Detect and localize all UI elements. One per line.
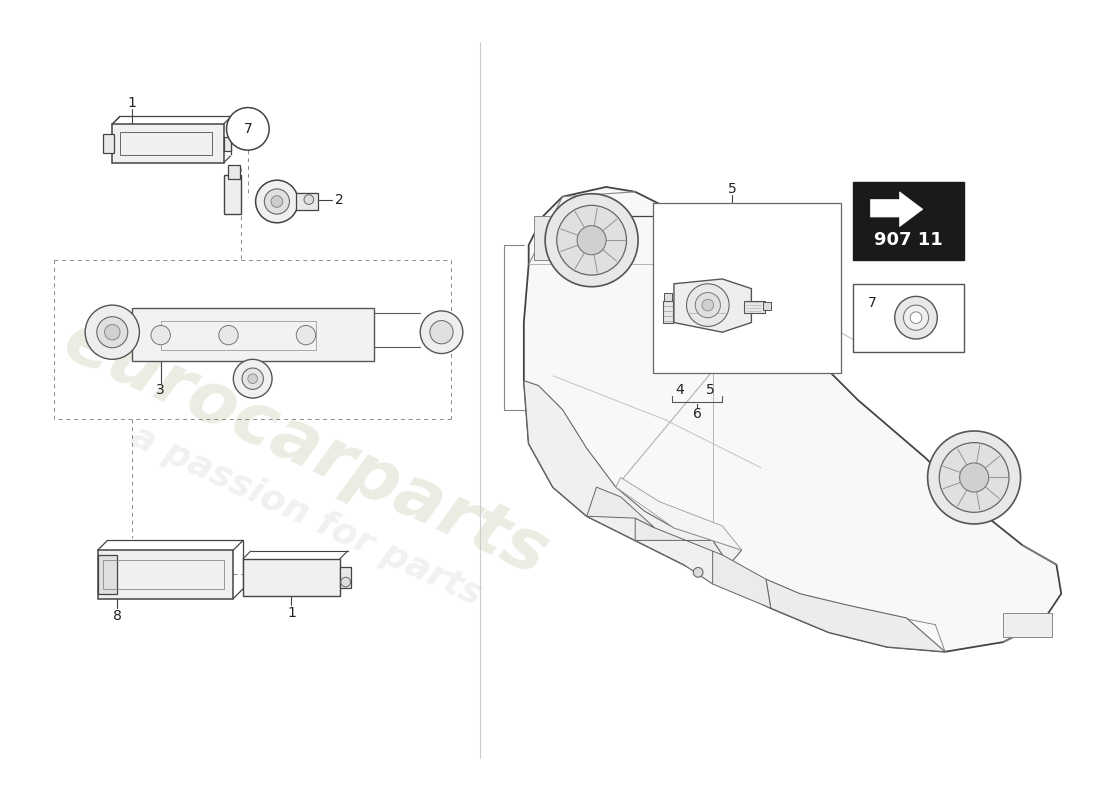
Circle shape [233, 359, 272, 398]
Text: 8: 8 [112, 609, 122, 623]
Circle shape [894, 296, 937, 339]
Polygon shape [674, 279, 751, 332]
Circle shape [85, 305, 140, 359]
Text: 5: 5 [706, 383, 715, 398]
Text: a passion for parts: a passion for parts [124, 420, 487, 613]
Circle shape [693, 567, 703, 578]
Circle shape [271, 196, 283, 207]
Polygon shape [635, 518, 723, 555]
Circle shape [227, 107, 270, 150]
Bar [223, 175, 241, 214]
Polygon shape [766, 579, 945, 652]
Bar [854, 284, 965, 351]
Circle shape [219, 326, 239, 345]
Circle shape [304, 194, 313, 204]
Circle shape [341, 578, 351, 587]
Text: eurocarparts: eurocarparts [566, 319, 956, 539]
Circle shape [578, 226, 606, 254]
Text: eurocarparts: eurocarparts [53, 306, 559, 591]
Bar [744, 302, 764, 313]
Polygon shape [713, 541, 771, 608]
Circle shape [104, 325, 120, 340]
Bar [340, 566, 352, 588]
Circle shape [910, 312, 922, 323]
Text: 1: 1 [287, 606, 296, 620]
Bar [763, 302, 771, 310]
Circle shape [151, 326, 170, 345]
Text: 2: 2 [336, 193, 344, 206]
Circle shape [702, 299, 714, 311]
Text: 7: 7 [868, 296, 877, 310]
Bar [223, 137, 231, 151]
Text: 907 11: 907 11 [873, 231, 943, 250]
Circle shape [695, 293, 721, 318]
Polygon shape [586, 487, 654, 528]
Circle shape [248, 374, 257, 383]
Circle shape [546, 194, 638, 286]
Text: 4: 4 [675, 383, 684, 398]
Circle shape [557, 206, 627, 275]
Circle shape [420, 311, 463, 354]
Bar [534, 216, 558, 259]
Bar [664, 294, 672, 302]
Bar [161, 321, 316, 350]
Circle shape [959, 463, 989, 492]
Text: a passion for parts: a passion for parts [621, 412, 901, 562]
Circle shape [264, 189, 289, 214]
Text: 1: 1 [128, 96, 136, 110]
Bar [102, 560, 223, 589]
Text: eurocarparts: eurocarparts [53, 306, 559, 591]
Bar [296, 193, 318, 210]
Bar [243, 559, 340, 596]
Bar [652, 203, 842, 373]
Text: 3: 3 [156, 383, 165, 398]
Circle shape [242, 368, 263, 390]
Bar [663, 302, 673, 322]
Circle shape [686, 284, 729, 326]
Circle shape [903, 305, 928, 330]
Bar [229, 165, 240, 179]
Bar [102, 134, 114, 153]
Polygon shape [524, 187, 1062, 652]
Text: 5: 5 [728, 182, 736, 196]
Circle shape [97, 317, 128, 348]
Text: 7: 7 [243, 122, 252, 136]
Polygon shape [524, 381, 741, 584]
Bar [98, 555, 117, 594]
Text: 6: 6 [693, 406, 702, 421]
Polygon shape [88, 321, 140, 344]
Bar [98, 550, 233, 598]
Bar [854, 182, 965, 259]
Circle shape [927, 431, 1021, 524]
Bar [120, 132, 212, 155]
Circle shape [296, 326, 316, 345]
Circle shape [939, 442, 1009, 512]
Polygon shape [616, 478, 741, 550]
Polygon shape [870, 192, 923, 226]
Circle shape [430, 321, 453, 344]
Bar [132, 308, 374, 362]
Bar [112, 124, 223, 162]
Bar [1003, 613, 1052, 638]
Circle shape [255, 180, 298, 222]
